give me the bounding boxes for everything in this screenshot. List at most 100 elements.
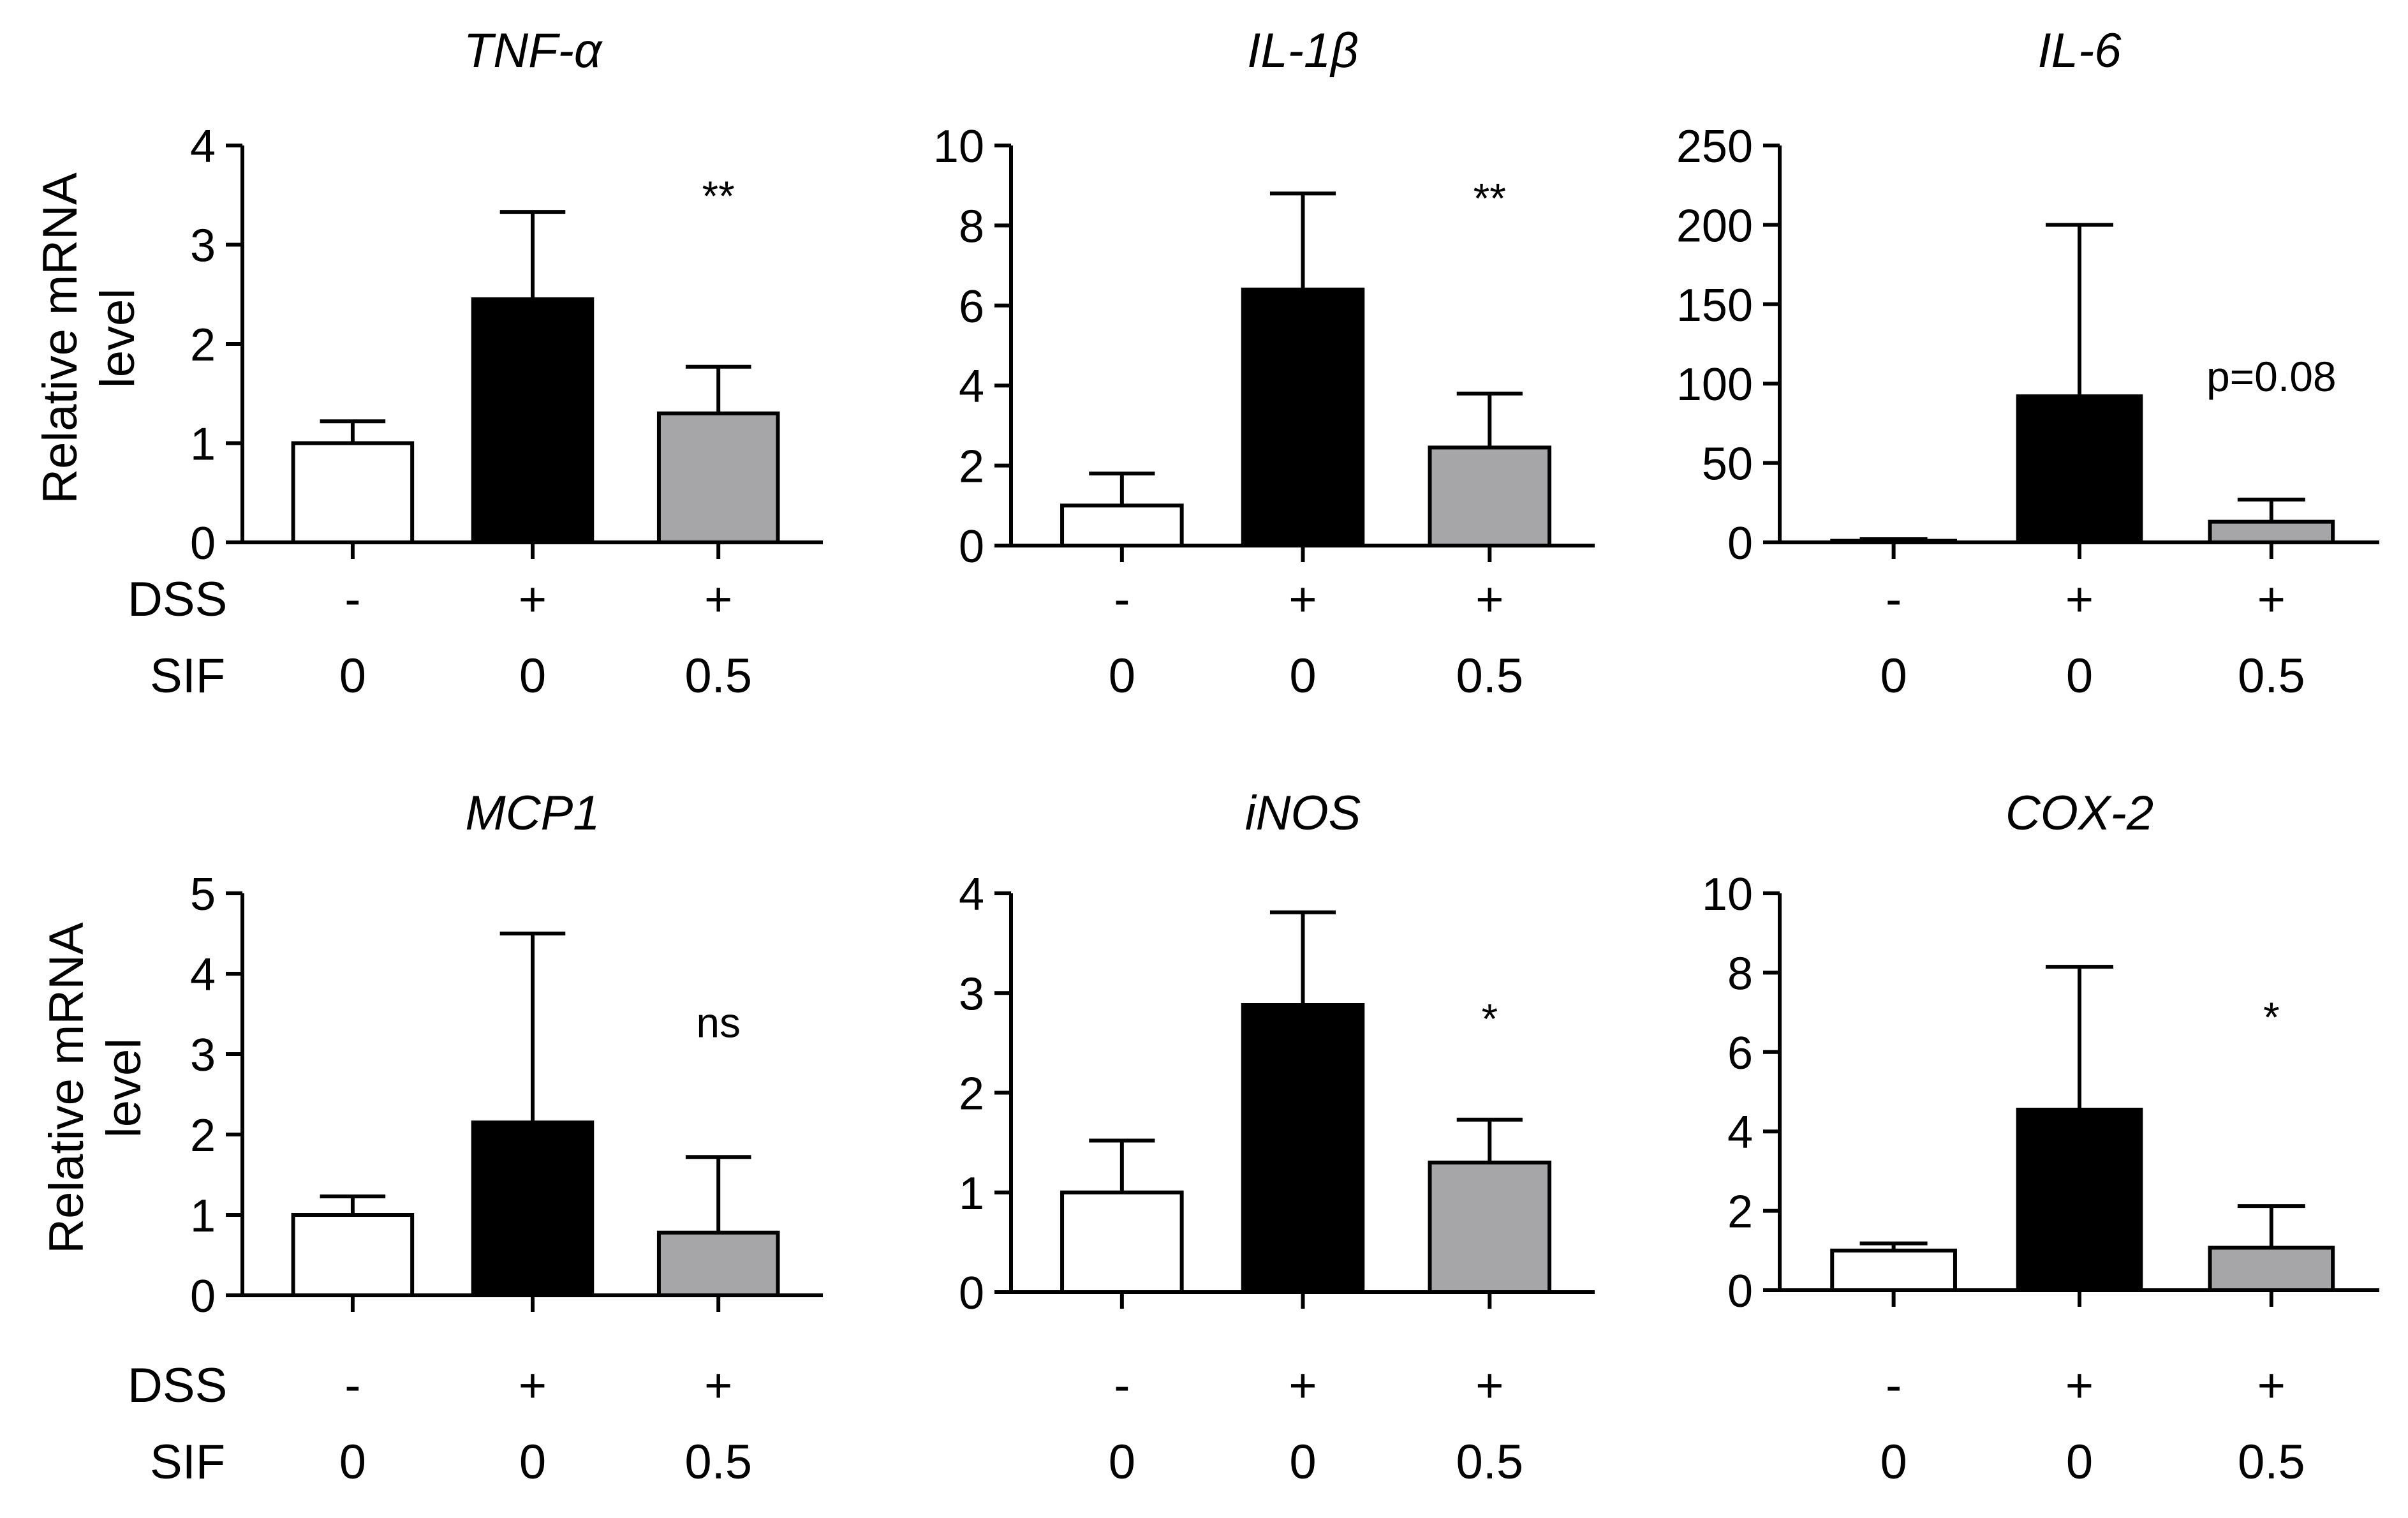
y-tick-label: 150 xyxy=(1676,280,1753,331)
y-tick-label: 0 xyxy=(959,1268,984,1319)
dss-label-2: + xyxy=(1289,572,1317,627)
chart-panel-3: IL-6 0 50 100 150 200 250 - 0 +0 +0.5 p=0.08 xyxy=(1676,24,2379,703)
significance-annotation: ns xyxy=(696,999,741,1046)
bar-2 xyxy=(471,1120,595,1297)
chart-panel-5: iNOS 0 1 2 3 4 - 0 +0 +0.5 * xyxy=(959,786,1595,1489)
y-tick-label: 3 xyxy=(190,221,216,272)
sif-label-3: 0.5 xyxy=(2238,1435,2305,1489)
sif-label-1: 0 xyxy=(1880,649,1907,703)
sif-label-2: 0 xyxy=(2066,1435,2093,1489)
dss-label-2: + xyxy=(1289,1358,1317,1413)
y-tick-label: 4 xyxy=(959,361,984,412)
sif-label-1: 0 xyxy=(1880,1435,1907,1489)
dss-label-2: + xyxy=(2065,572,2094,627)
y-tick-label: 1 xyxy=(190,419,216,470)
dss-label-3: + xyxy=(1475,1358,1503,1413)
bar-1 xyxy=(1060,1190,1184,1294)
sif-label-2: 0 xyxy=(519,1435,546,1489)
sif-label-3: 0.5 xyxy=(2238,649,2305,703)
dss-label-1: - xyxy=(1114,1358,1130,1413)
y-tick-label: 4 xyxy=(190,121,216,172)
chart-title: IL-1β xyxy=(1247,24,1358,78)
y-axis-label-bottom-line1: Relative mRNA xyxy=(40,922,94,1254)
y-tick-label: 200 xyxy=(1676,200,1753,251)
y-tick-label: 2 xyxy=(1727,1187,1753,1238)
y-tick-label: 0 xyxy=(959,521,984,572)
bar-3 xyxy=(2208,1246,2335,1293)
sif-label-1: 0 xyxy=(339,1435,366,1489)
y-tick-label: 6 xyxy=(959,281,984,332)
bar-1 xyxy=(1830,539,1957,545)
y-tick-label: 0 xyxy=(1727,518,1753,569)
sif-label-2: 0 xyxy=(519,649,546,703)
dss-label-1: - xyxy=(344,572,360,627)
dss-label-1: - xyxy=(1886,572,1902,627)
y-tick-label: 50 xyxy=(1702,439,1753,490)
y-tick-label: 2 xyxy=(959,1069,984,1120)
bar-3 xyxy=(1428,1160,1552,1294)
dss-label-1: - xyxy=(1886,1358,1902,1413)
row-label-sif-top: SIF xyxy=(150,649,225,703)
significance-annotation: * xyxy=(1481,995,1498,1042)
dss-label-1: - xyxy=(344,1358,360,1413)
sif-label-2: 0 xyxy=(2066,649,2093,703)
dss-label-3: + xyxy=(704,1358,732,1413)
sif-label-2: 0 xyxy=(1289,649,1316,703)
row-label-sif-bottom: SIF xyxy=(150,1435,225,1489)
y-tick-label: 0 xyxy=(190,1271,216,1322)
chart-panel-1: TNF-α 0 1 2 3 4 - 0 +0 +0.5 ** xyxy=(190,24,823,703)
y-tick-label: 6 xyxy=(1727,1028,1753,1079)
significance-annotation: ** xyxy=(702,172,735,220)
chart-title: IL-6 xyxy=(2038,24,2122,78)
chart-panel-6: COX-2 0 2 4 6 8 10 - 0 +0 +0.5 * xyxy=(1702,786,2379,1489)
sif-label-2: 0 xyxy=(1289,1435,1316,1489)
dss-label-3: + xyxy=(2257,1358,2286,1413)
y-tick-label: 1 xyxy=(190,1191,216,1242)
y-tick-label: 3 xyxy=(190,1030,216,1081)
dss-label-2: + xyxy=(519,572,547,627)
sif-label-3: 0.5 xyxy=(684,649,752,703)
y-tick-label: 2 xyxy=(959,442,984,493)
y-axis-label-bottom-line2: level xyxy=(97,1038,151,1138)
row-label-dss-bottom: DSS xyxy=(128,1358,227,1413)
bar-3 xyxy=(656,411,780,544)
dss-label-3: + xyxy=(1475,572,1503,627)
y-axis-label-top-line1: Relative mRNA xyxy=(33,172,87,504)
dss-label-2: + xyxy=(519,1358,547,1413)
y-tick-label: 250 xyxy=(1676,121,1753,172)
sif-label-1: 0 xyxy=(339,649,366,703)
y-axis-label-top-line2: level xyxy=(91,288,145,388)
bar-1 xyxy=(1830,1248,1957,1293)
sif-label-1: 0 xyxy=(1109,1435,1135,1489)
chart-title: MCP1 xyxy=(465,786,600,840)
y-tick-label: 100 xyxy=(1676,359,1753,410)
sif-label-3: 0.5 xyxy=(684,1435,752,1489)
y-tick-label: 10 xyxy=(1702,869,1753,920)
chart-panel-4: MCP1 0 1 2 3 4 5 - 0 +0 +0.5 ns xyxy=(190,786,823,1489)
significance-annotation: * xyxy=(2263,993,2280,1041)
sif-label-1: 0 xyxy=(1109,649,1135,703)
y-tick-label: 4 xyxy=(1727,1107,1753,1158)
sif-label-3: 0.5 xyxy=(1456,649,1523,703)
dss-label-3: + xyxy=(704,572,732,627)
chart-panels: TNF-α01234-0+0+0.5**IL-1β0246810-0+0+0.5… xyxy=(190,24,2379,1489)
y-tick-label: 2 xyxy=(190,320,216,371)
chart-title: iNOS xyxy=(1245,786,1361,840)
y-tick-label: 3 xyxy=(959,969,984,1020)
bar-1 xyxy=(1060,503,1184,547)
chart-title: TNF-α xyxy=(464,24,603,78)
bar-2 xyxy=(2016,394,2143,544)
bar-3 xyxy=(2208,519,2335,545)
significance-annotation: ** xyxy=(1474,175,1506,222)
y-tick-label: 5 xyxy=(190,869,216,920)
bar-2 xyxy=(1241,287,1365,547)
y-tick-label: 4 xyxy=(190,949,216,1001)
chart-title: COX-2 xyxy=(2005,786,2153,840)
bar-3 xyxy=(656,1230,780,1297)
y-tick-label: 1 xyxy=(959,1168,984,1219)
sif-label-3: 0.5 xyxy=(1456,1435,1523,1489)
y-tick-label: 0 xyxy=(190,518,216,569)
significance-annotation: p=0.08 xyxy=(2206,353,2337,400)
dss-label-2: + xyxy=(2065,1358,2094,1413)
